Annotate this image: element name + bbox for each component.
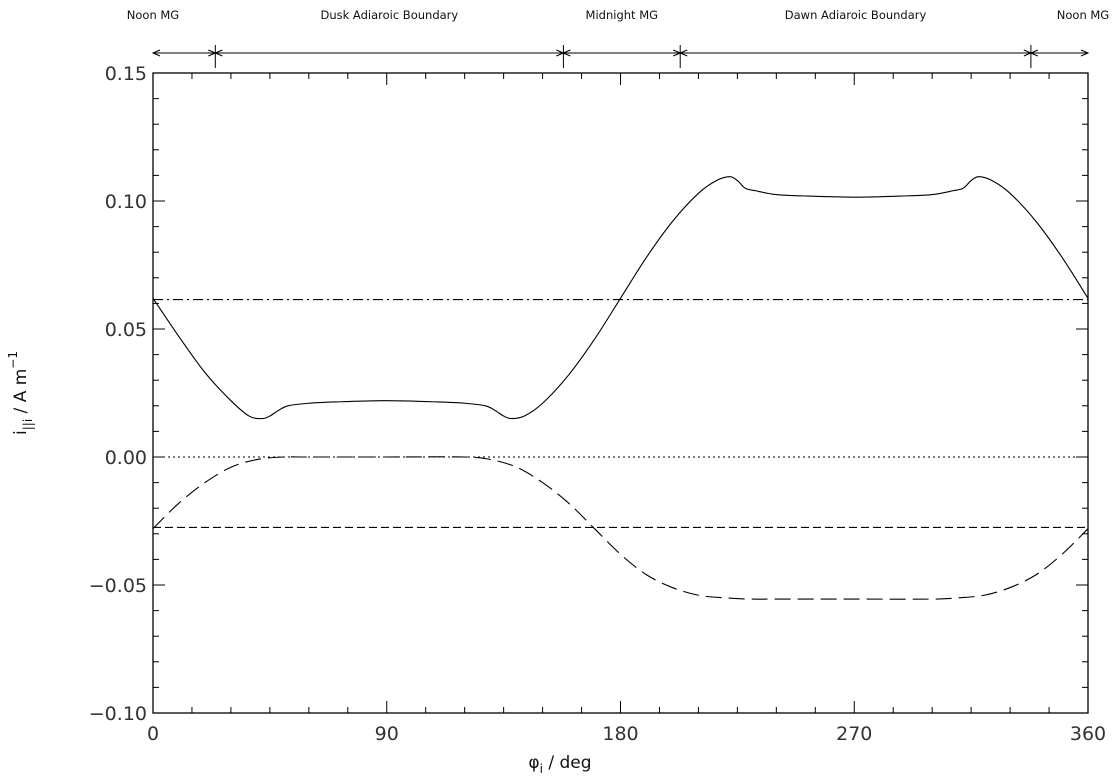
x-axis-subscript: i <box>540 762 543 776</box>
x-axis-symbol: φ <box>528 753 539 773</box>
x-axis-unit: / deg <box>543 753 592 773</box>
x-axis-title: φi / deg <box>528 753 591 776</box>
region-label: Dawn Adiaroic Boundary <box>785 8 927 22</box>
y-tick-label: 0.10 <box>105 191 147 213</box>
region-label: Dusk Adiaroic Boundary <box>320 8 458 22</box>
y-tick-label: 0.00 <box>105 447 147 469</box>
series-line-long-dash <box>152 456 1089 600</box>
axis-ticks: 0 90 180 270 360 −0.10 −0.05 0.00 0.05 0.10 0.15 <box>89 63 1106 745</box>
y-tick-label: −0.05 <box>89 575 147 597</box>
plot-frame <box>152 72 1089 714</box>
region-label: Midnight MG <box>586 8 659 22</box>
region-arrow-right <box>1080 49 1090 57</box>
series-line-solid <box>152 176 1089 420</box>
series-lines <box>152 176 1089 600</box>
x-tick-label: 0 <box>147 723 159 745</box>
x-tick-label: 270 <box>836 723 872 745</box>
x-tick-label: 180 <box>602 723 638 745</box>
y-axis-exponent: −1 <box>6 351 20 369</box>
y-axis-subscript: ||i <box>21 419 35 430</box>
x-tick-label: 90 <box>375 723 399 745</box>
x-tick-label: 360 <box>1070 723 1106 745</box>
y-tick-label: 0.15 <box>105 63 147 85</box>
y-axis-title: i||i / A m−1 <box>6 351 35 435</box>
region-bar: Noon MG Dusk Adiaroic Boundary Midnight MG… <box>127 8 1109 68</box>
region-label: Noon MG <box>127 8 179 22</box>
y-axis-symbol: i <box>11 430 31 435</box>
y-tick-label: 0.05 <box>105 319 147 341</box>
y-tick-label: −0.10 <box>89 703 147 725</box>
region-arrow-left <box>151 49 161 57</box>
region-label: Noon MG <box>1057 8 1109 22</box>
y-axis-unit: / A m <box>11 369 31 419</box>
